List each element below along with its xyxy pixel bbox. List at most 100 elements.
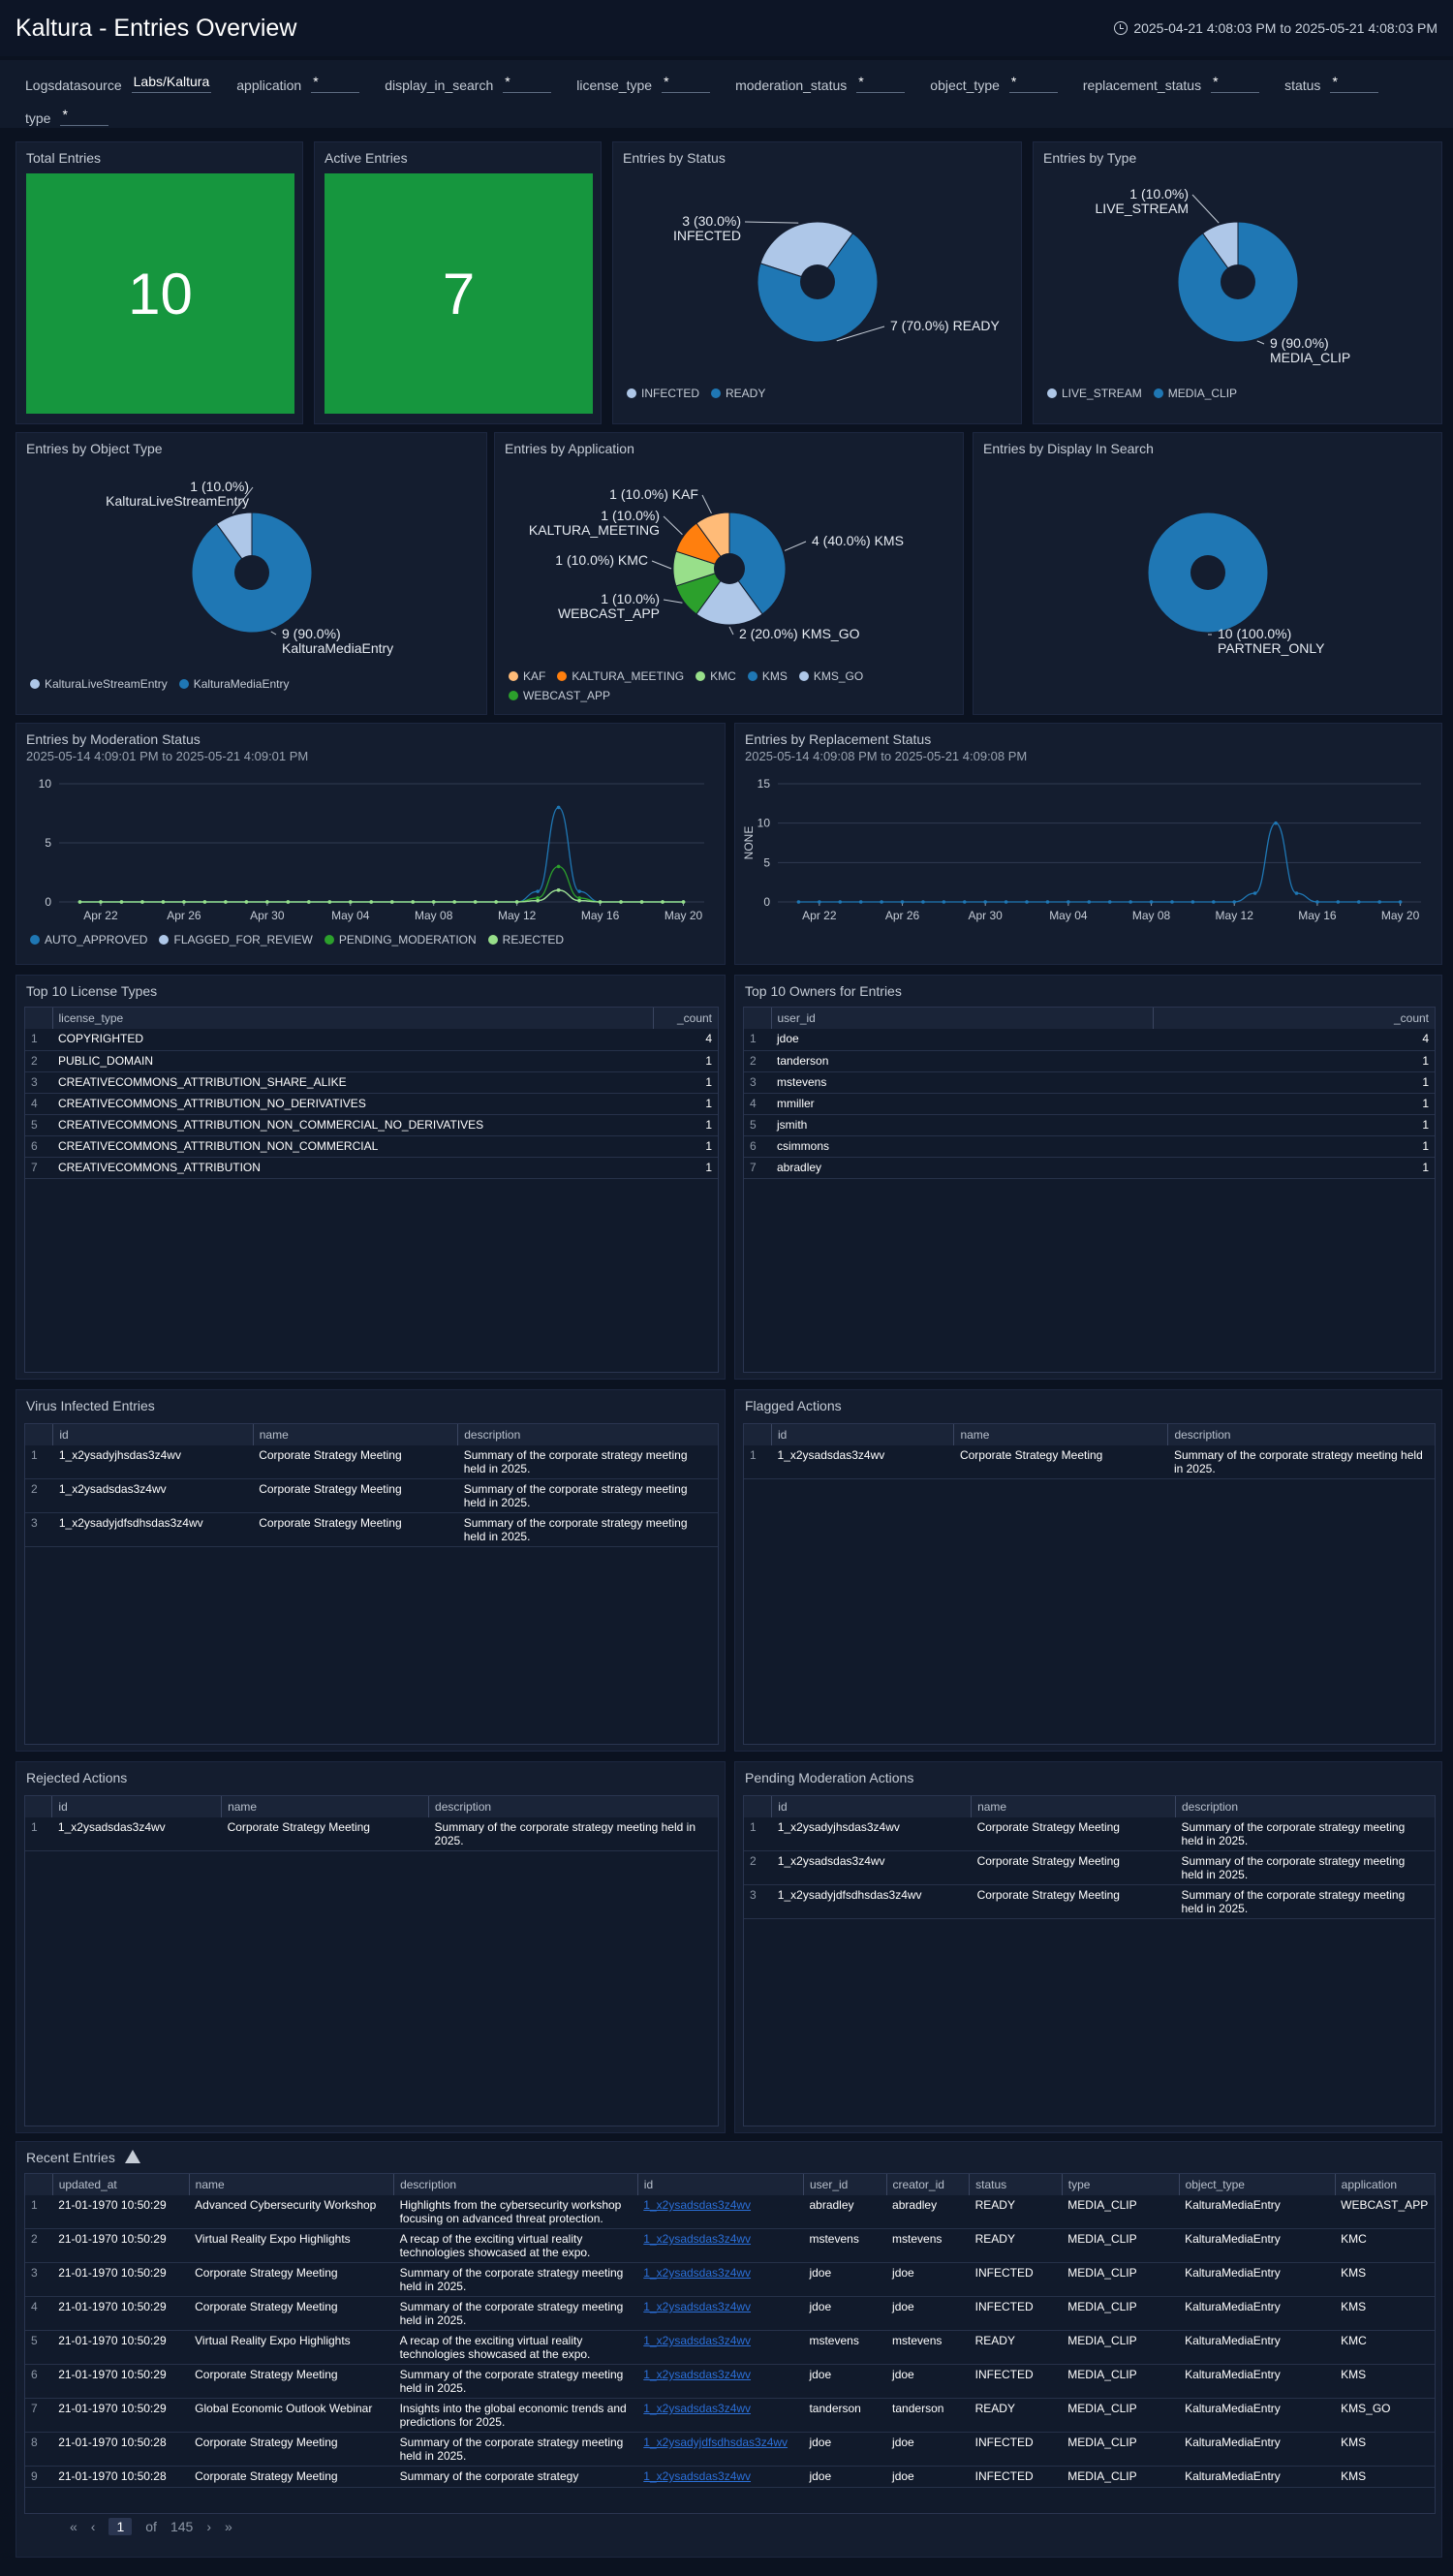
table-row[interactable]: 7 21-01-1970 10:50:29 Global Economic Outl…	[25, 2398, 1435, 2433]
legend-item[interactable]: KMS_GO	[798, 669, 863, 683]
entry-id-link[interactable]: 1_x2ysadsdas3z4wv	[643, 2402, 752, 2415]
column-header-id[interactable]: id	[51, 1796, 223, 1817]
column-header-description[interactable]: description	[457, 1424, 718, 1445]
time-range-picker[interactable]: 2025-04-21 4:08:03 PM to 2025-05-21 4:08…	[1114, 20, 1438, 36]
entry-id-link[interactable]: 1_x2ysadsdas3z4wv	[643, 2368, 752, 2381]
legend-item[interactable]: KALTURA_MEETING	[557, 669, 684, 683]
data-point[interactable]	[858, 900, 863, 904]
filter-value[interactable]: *	[503, 74, 552, 93]
data-point[interactable]	[962, 900, 967, 904]
data-point[interactable]	[1025, 900, 1029, 904]
filter-value[interactable]: *	[662, 74, 711, 93]
data-point[interactable]	[119, 900, 124, 904]
column-header-description[interactable]: description	[428, 1796, 718, 1817]
data-point[interactable]	[1315, 900, 1319, 904]
data-point[interactable]	[921, 900, 925, 904]
data-point[interactable]	[202, 900, 207, 904]
legend-item[interactable]: INFECTED	[627, 387, 699, 400]
prev-page-icon[interactable]: ‹	[90, 2519, 96, 2534]
data-point[interactable]	[452, 900, 456, 904]
legend-item[interactable]: KAF	[509, 669, 545, 683]
filter-Logsdatasource[interactable]: Logsdatasource Labs/Kaltura	[25, 70, 212, 93]
data-point[interactable]	[1377, 900, 1381, 904]
filter-value[interactable]: Labs/Kaltura	[131, 74, 212, 93]
entry-id-link[interactable]: 1_x2ysadsdas3z4wv	[643, 2266, 752, 2280]
data-point[interactable]	[348, 900, 353, 904]
data-point[interactable]	[1212, 900, 1216, 904]
data-point[interactable]	[431, 900, 436, 904]
table-row[interactable]: 3 CREATIVECOMMONS_ATTRIBUTION_SHARE_ALIKE…	[25, 1071, 718, 1094]
data-point[interactable]	[1190, 900, 1195, 904]
table-row[interactable]: 1 jdoe 4	[744, 1029, 1435, 1051]
column-header-description[interactable]: description	[1167, 1424, 1435, 1445]
table-row[interactable]: 1 21-01-1970 10:50:29 Advanced Cybersecuri…	[25, 2195, 1435, 2229]
filter-value[interactable]: *	[60, 107, 109, 126]
data-point[interactable]	[1067, 900, 1070, 904]
table-row[interactable]: 5 21-01-1970 10:50:29 Virtual Reality Expo…	[25, 2330, 1435, 2365]
legend-item[interactable]: REJECTED	[487, 933, 564, 947]
data-point[interactable]	[1128, 900, 1132, 904]
data-point[interactable]	[556, 864, 561, 869]
data-point[interactable]	[1004, 900, 1008, 904]
column-header-application[interactable]: application	[1335, 2174, 1435, 2195]
pie-slice-KALTURA_MEETING[interactable]	[675, 522, 731, 570]
data-point[interactable]	[639, 900, 644, 904]
data-point[interactable]	[556, 805, 561, 810]
first-page-icon[interactable]: «	[70, 2519, 77, 2534]
data-point[interactable]	[224, 900, 228, 904]
table-row[interactable]: 3 21-01-1970 10:50:29 Corporate Strategy M…	[25, 2262, 1435, 2297]
table-row[interactable]: 2 tanderson 1	[744, 1050, 1435, 1072]
column-header-id[interactable]: id	[771, 1796, 973, 1817]
data-point[interactable]	[536, 889, 540, 893]
entry-id-link[interactable]: 1_x2ysadyjdfsdhsdas3z4wv	[643, 2436, 788, 2449]
data-point[interactable]	[661, 900, 665, 904]
column-header-description[interactable]: description	[1175, 1796, 1435, 1817]
column-header-user_id[interactable]: user_id	[771, 1008, 1155, 1029]
table-row[interactable]: 2 21-01-1970 10:50:29 Virtual Reality Expo…	[25, 2228, 1435, 2263]
legend-item[interactable]: AUTO_APPROVED	[30, 933, 147, 947]
data-point[interactable]	[619, 900, 623, 904]
data-point[interactable]	[389, 900, 394, 904]
table-row[interactable]: 5 CREATIVECOMMONS_ATTRIBUTION_NON_COMMERC…	[25, 1114, 718, 1136]
legend-item[interactable]: KMC	[696, 669, 736, 683]
data-point[interactable]	[161, 900, 166, 904]
data-point[interactable]	[1087, 900, 1092, 904]
column-header-updated_at[interactable]: updated_at	[52, 2174, 190, 2195]
filter-value[interactable]: *	[1211, 74, 1260, 93]
column-header-id[interactable]: id	[771, 1424, 955, 1445]
filter-moderation_status[interactable]: moderation_status *	[735, 70, 906, 93]
legend-item[interactable]: MEDIA_CLIP	[1153, 387, 1237, 400]
table-row[interactable]: 1 1_x2ysadsdas3z4wv Corporate Strategy Mee…	[744, 1445, 1435, 1479]
table-row[interactable]: 7 CREATIVECOMMONS_ATTRIBUTION 1	[25, 1157, 718, 1179]
data-point[interactable]	[494, 900, 498, 904]
column-header-id[interactable]: id	[637, 2174, 804, 2195]
table-row[interactable]: 2 PUBLIC_DOMAIN 1	[25, 1050, 718, 1072]
table-row[interactable]: 7 abradley 1	[744, 1157, 1435, 1179]
data-point[interactable]	[99, 900, 103, 904]
filter-application[interactable]: application *	[236, 70, 360, 93]
data-point[interactable]	[369, 900, 374, 904]
legend-item[interactable]: READY	[711, 387, 765, 400]
data-point[interactable]	[880, 900, 883, 904]
data-point[interactable]	[577, 898, 581, 903]
data-point[interactable]	[244, 900, 249, 904]
table-row[interactable]: 3 1_x2ysadyjdfsdhsdas3z4wv Corporate Strat…	[25, 1512, 718, 1547]
entry-id-link[interactable]: 1_x2ysadsdas3z4wv	[643, 2198, 752, 2212]
current-page[interactable]: 1	[108, 2518, 133, 2535]
filter-value[interactable]: *	[1008, 74, 1058, 93]
table-row[interactable]: 6 21-01-1970 10:50:29 Corporate Strategy M…	[25, 2364, 1435, 2399]
column-header-_count[interactable]: _count	[1153, 1008, 1435, 1029]
table-row[interactable]: 4 CREATIVECOMMONS_ATTRIBUTION_NO_DERIVATI…	[25, 1093, 718, 1115]
data-point[interactable]	[818, 900, 821, 904]
table-row[interactable]: 9 21-01-1970 10:50:28 Corporate Strategy M…	[25, 2466, 1435, 2488]
data-point[interactable]	[942, 900, 946, 904]
table-row[interactable]: 1 1_x2ysadyjhsdas3z4wv Corporate Strategy …	[25, 1445, 718, 1479]
data-point[interactable]	[1398, 900, 1403, 904]
column-header-name[interactable]: name	[189, 2174, 395, 2195]
data-point[interactable]	[681, 900, 686, 904]
series-line-PENDING_MODERATION[interactable]	[79, 865, 684, 903]
filter-type[interactable]: type *	[25, 103, 109, 126]
data-point[interactable]	[1149, 900, 1154, 904]
table-row[interactable]: 5 jsmith 1	[744, 1114, 1435, 1136]
column-header-name[interactable]: name	[971, 1796, 1176, 1817]
